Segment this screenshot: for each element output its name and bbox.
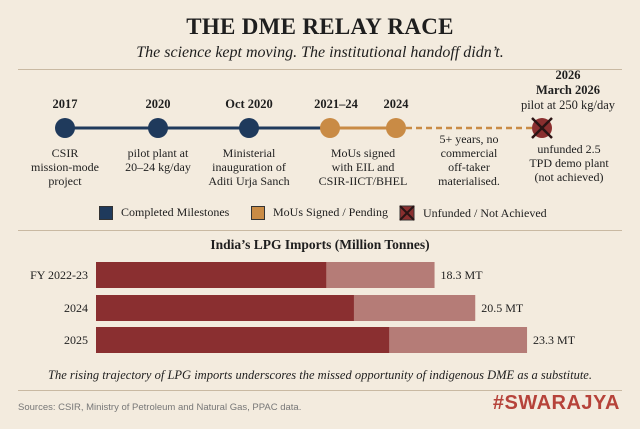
header-divider (18, 69, 622, 70)
footnote: The rising trajectory of LPG imports und… (48, 368, 592, 382)
milestone-2020-description: pilot plant at 20–24 kg/day (125, 146, 191, 174)
legend-completed-label: Completed Milestones (121, 205, 230, 219)
bar-dark-segment-2024 (96, 295, 354, 321)
milestone-2020-label: 2020 (145, 97, 171, 111)
chart-title: India’s LPG Imports (Million Tonnes) (210, 237, 430, 252)
milestone-oct-2020-label: Oct 2020 (225, 97, 273, 111)
legend-unfunded-crossed-icon (399, 205, 415, 221)
value-label-2025: 23.3 MT (533, 333, 576, 347)
legend-completed: Completed Milestones (99, 205, 229, 220)
section-divider (18, 230, 622, 231)
timeline-graphic (55, 117, 553, 139)
milestone-2026-marker-crossed (531, 117, 553, 139)
gap-note: 5+ years, no commercial off-taker materi… (438, 132, 500, 188)
category-label-2024: 2024 (64, 301, 88, 315)
milestone-2017-label: 2017 (52, 97, 78, 111)
bar-dark-segment-fy-2022-23 (96, 262, 327, 288)
value-label-2024: 20.5 MT (481, 301, 524, 315)
bar-dark-segment-2025 (96, 327, 390, 353)
page-title: THE DME RELAY RACE (186, 14, 454, 39)
brand-logo: #SWARAJYA (492, 392, 620, 414)
milestone-2020-marker (148, 118, 168, 138)
value-label-fy-2022-23: 18.3 MT (441, 268, 484, 282)
category-label-fy-2022-23: FY 2022-23 (30, 268, 88, 282)
milestone-oct-2020-marker (239, 118, 259, 138)
milestone-2026-month: March 2026 (536, 83, 600, 97)
milestone-2017-description: CSIR mission-mode project (31, 146, 99, 188)
milestone-2021-24-description: MoUs signed with EIL and CSIR-IICT/BHEL (318, 146, 408, 188)
lpg-imports-chart: FY 2022-23 18.3 MT 2024 20.5 MT 2025 23.3 MT (30, 262, 576, 353)
milestone-2026-target: pilot at 250 kg/day (520, 98, 616, 112)
milestone-2024-label: 2024 (383, 97, 409, 111)
milestone-2026-year: 2026 (555, 68, 581, 82)
milestone-2026-label: 2026 March 2026 pilot at 250 kg/day (488, 68, 640, 113)
legend-pending-label: MoUs Signed / Pending (273, 205, 389, 219)
milestone-oct-2020-description: Ministerial inauguration of Aditi Urja S… (208, 146, 290, 188)
milestone-2021-24-label: 2021–24 (314, 97, 358, 111)
legend-unfunded: Unfunded / Not Achieved (399, 205, 547, 221)
footer-divider (18, 390, 622, 391)
legend-unfunded-label: Unfunded / Not Achieved (423, 205, 547, 220)
milestone-2017-marker (55, 118, 75, 138)
category-label-2025: 2025 (64, 333, 88, 347)
legend-pending: MoUs Signed / Pending (251, 205, 388, 220)
page-subtitle: The science kept moving. The institution… (136, 44, 504, 61)
milestone-2021-24-marker (320, 118, 340, 138)
legend-pending-swatch (251, 205, 265, 220)
sources: Sources: CSIR, Ministry of Petroleum and… (18, 402, 302, 413)
milestone-2024-marker (386, 118, 406, 138)
milestone-2026-description: unfunded 2.5 TPD demo plant (not achieve… (529, 142, 609, 184)
legend-completed-swatch (99, 205, 113, 220)
